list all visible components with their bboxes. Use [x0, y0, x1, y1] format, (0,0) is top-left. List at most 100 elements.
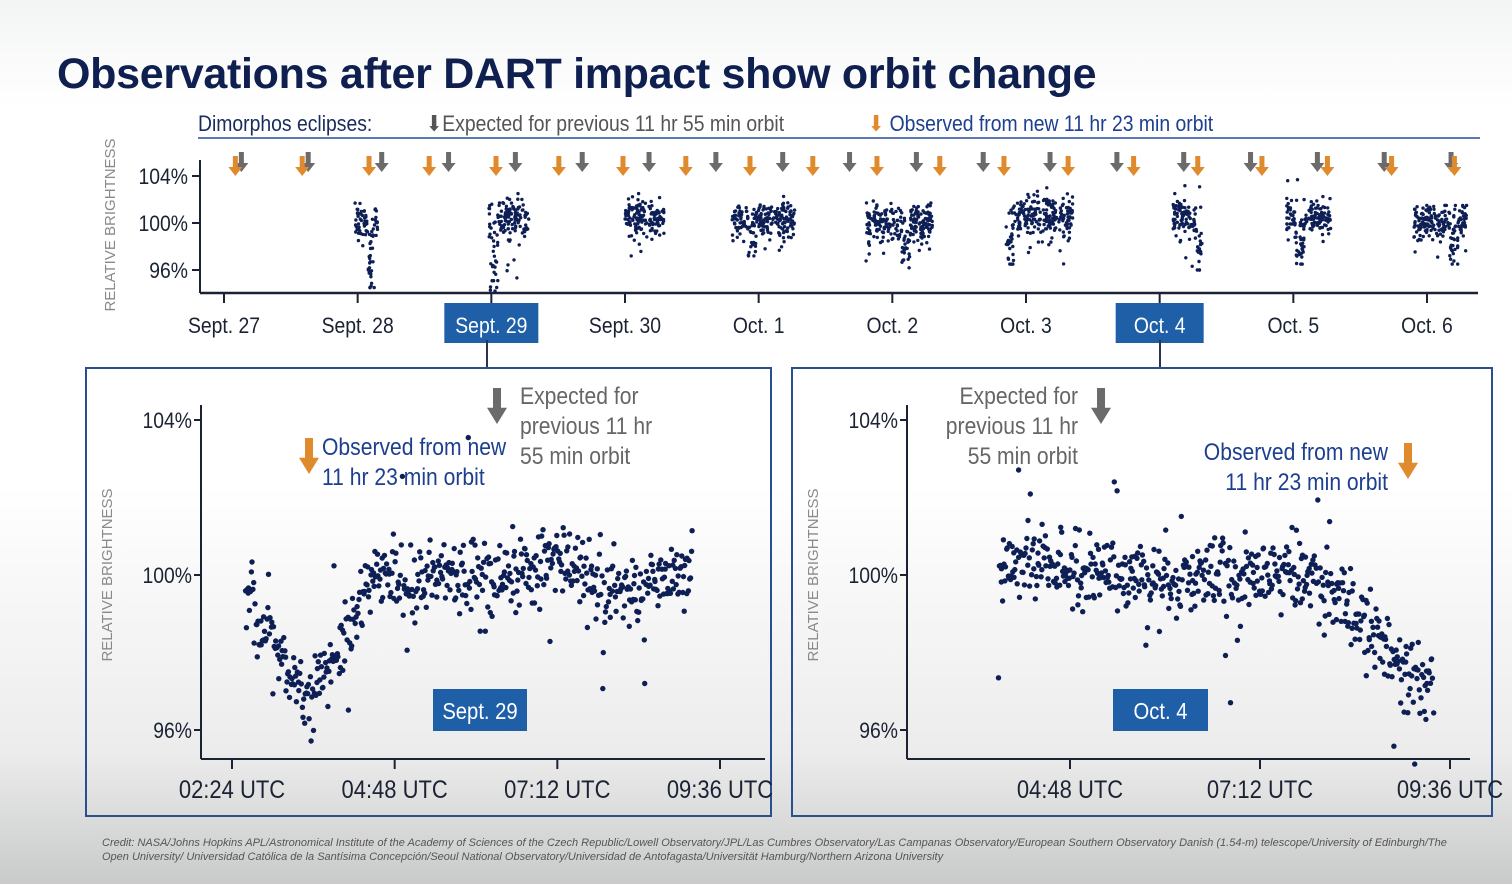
sept29-data-point: [285, 669, 292, 675]
overview-data-point: [1036, 240, 1041, 244]
oct4-data-point: [1025, 517, 1031, 524]
overview-data-point: [637, 210, 641, 214]
overview-data-point: [778, 233, 782, 238]
overview-data-point: [374, 233, 378, 238]
overview-data-point: [624, 208, 628, 213]
sept29-data-point: [258, 642, 264, 648]
sept29-data-point: [349, 595, 356, 602]
overview-data-point: [1175, 214, 1180, 219]
sept29-data-point: [534, 583, 540, 589]
oct4-data-point: [1251, 585, 1257, 591]
overview-data-point: [648, 206, 652, 211]
overview-data-point: [375, 225, 379, 229]
sept29-data-point: [417, 549, 423, 555]
oct4-data-point: [1398, 677, 1405, 683]
overview-data-point: [1455, 245, 1460, 250]
sept29-data-point: [307, 674, 314, 680]
overview-data-point: [1302, 245, 1306, 249]
overview-data-point: [895, 233, 899, 238]
sept29-data-point: [495, 556, 501, 562]
sept29-data-point: [298, 681, 304, 687]
oct4-data-point: [1065, 582, 1072, 589]
overview-data-point: [1054, 215, 1059, 220]
overview-data-point: [875, 227, 879, 232]
oct4-data-point: [1160, 583, 1167, 590]
overview-data-point: [1008, 262, 1012, 266]
oct4-data-point: [1035, 550, 1041, 556]
overview-data-point: [374, 215, 378, 220]
sept29-data-point: [481, 540, 488, 546]
sept29-data-point: [412, 620, 418, 626]
overview-data-point: [765, 219, 770, 224]
overview-data-point: [1066, 205, 1070, 210]
overview-data-point: [1009, 208, 1013, 212]
observed-eclipse-arrow-icon: [932, 156, 947, 176]
oct4-data-point: [1328, 570, 1334, 577]
oct4-data-point: [1176, 588, 1182, 595]
overview-data-point: [1039, 230, 1043, 234]
oct4-data-point: [1410, 699, 1417, 705]
overview-data-point: [495, 243, 500, 247]
oct4-data-point: [1004, 545, 1010, 551]
oct4-data-point: [1031, 536, 1037, 542]
oct4-data-point: [1044, 546, 1051, 552]
oct4-data-point: [1357, 636, 1363, 643]
overview-data-point: [513, 218, 517, 222]
oct4-data-point: [1175, 596, 1181, 602]
oct4-data-point: [1342, 611, 1349, 617]
overview-data-point: [899, 215, 903, 219]
oct4-data-point: [1371, 649, 1378, 656]
oct4-data-point: [1155, 571, 1162, 577]
overview-data-point: [1010, 232, 1014, 236]
overview-data-point: [788, 224, 793, 228]
overview-data-point: [626, 217, 630, 222]
overview-data-point: [1038, 210, 1042, 214]
overview-data-point: [1198, 239, 1203, 243]
overview-data-point: [908, 233, 913, 237]
oct4-data-point: [1022, 550, 1028, 557]
sept29-data-point: [464, 600, 470, 607]
overview-data-point: [1289, 213, 1294, 217]
overview-data-point: [1179, 218, 1183, 223]
sept29-data-point: [355, 610, 361, 616]
oct4-expected-annotation: 55 min orbit: [968, 443, 1079, 470]
overview-data-point: [1047, 199, 1052, 203]
oct4-data-point: [1255, 552, 1261, 558]
sept29-data-point: [273, 638, 279, 644]
overview-data-point: [1286, 179, 1290, 183]
overview-data-point: [1285, 210, 1289, 214]
overview-data-point: [520, 197, 524, 202]
overview-data-point: [1413, 250, 1417, 254]
sept29-data-point: [524, 557, 530, 564]
overview-data-point: [914, 210, 919, 215]
sept29-data-point: [320, 684, 326, 691]
overview-data-point: [873, 223, 878, 227]
oct4-data-point: [1403, 659, 1409, 665]
observed-eclipse-arrow-icon: [1254, 156, 1269, 176]
overview-x-tick-label: Oct. 2: [867, 314, 919, 338]
overview-data-point: [1444, 217, 1449, 221]
sept29-data-point: [559, 588, 566, 594]
oct4-data-point: [1166, 605, 1172, 612]
sept29-data-point: [457, 549, 463, 555]
overview-data-point: [1066, 218, 1070, 223]
overview-data-point: [779, 245, 784, 249]
overview-data-point: [1432, 204, 1436, 209]
sept29-data-point: [388, 589, 394, 596]
sept29-data-point: [541, 548, 548, 554]
overview-data-point: [782, 240, 786, 244]
panel-oct4-chart: RELATIVE BRIGHTNESS 104% 100% 96% 04:48 UTC 0…: [805, 383, 1503, 804]
oct4-data-point: [1311, 553, 1318, 559]
oct4-observed-arrow-icon: [1398, 443, 1418, 479]
overview-data-point: [1288, 222, 1293, 226]
overview-data-point: [1322, 211, 1327, 215]
oct4-data-point: [1172, 582, 1179, 588]
oct4-data-point: [1034, 582, 1040, 589]
overview-data-point: [894, 227, 898, 231]
overview-data-point: [623, 211, 628, 216]
sept29-data-point: [338, 622, 344, 628]
sept29-data-point: [643, 568, 650, 575]
oct4-data-point: [1287, 577, 1293, 584]
overview-data-point: [362, 209, 366, 213]
overview-data-point: [906, 257, 910, 261]
